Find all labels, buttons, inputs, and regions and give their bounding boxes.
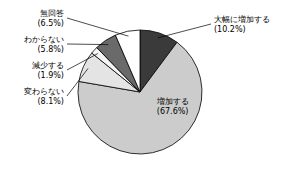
svg-text:増加する(67.6%): 増加する(67.6%) [156,97,189,116]
svg-text:変わらない(8.1%): 変わらない(8.1%) [24,87,64,106]
svg-text:大幅に増加する(10.2%): 大幅に増加する(10.2%) [214,15,270,34]
svg-text:わからない(5.8%): わからない(5.8%) [24,35,64,54]
svg-text:無回答(6.5%): 無回答(6.5%) [37,9,64,28]
svg-text:減少する(1.9%): 減少する(1.9%) [32,61,64,80]
